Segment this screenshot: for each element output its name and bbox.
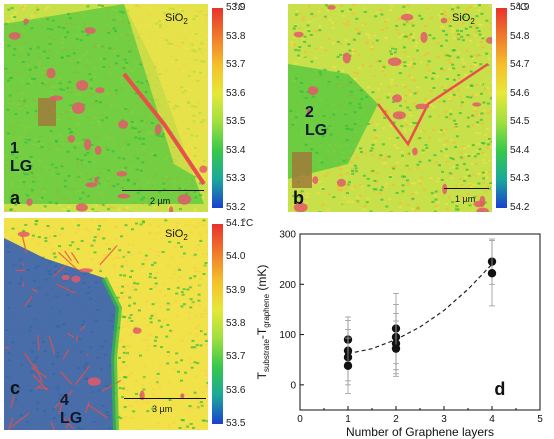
colorbar-tick-a: 53.5: [226, 116, 246, 128]
chart-d: 0 1 2 3 4 5 0 100 200 300 Number of Graphene layer…: [255, 230, 543, 439]
colorbar-tick-a: 53.2: [226, 202, 246, 213]
x-tick-label: 1: [345, 414, 351, 425]
colorbar-tick-a: 53.4: [226, 144, 246, 156]
colorbar-tick-b: 54.2: [510, 202, 530, 213]
panel-letter-d: d: [494, 379, 505, 399]
x-tick-label: 3: [441, 414, 447, 425]
colorbar-tick-b: 54.5: [510, 116, 530, 128]
scale-bar-c: [124, 398, 206, 399]
panel-letter-c: c: [10, 378, 21, 398]
thermal-map-a: [4, 4, 208, 212]
colorbar-tick-a: 53.3: [226, 173, 246, 185]
colorbar-tick-a: 53.7: [226, 59, 246, 71]
thermal-map-b: [288, 4, 492, 212]
colorbar-a: [212, 8, 223, 208]
colorbar-tick-b: 54.9: [510, 2, 530, 13]
scale-bar-label-a: 2 µm: [150, 196, 171, 206]
colorbar-tick-b: 54.6: [510, 87, 530, 99]
colorbar-tick-c: 54.1: [226, 218, 246, 229]
panel-letter-a: a: [10, 188, 21, 208]
scale-bar-a: [122, 190, 204, 191]
colorbar-tick-b: 54.3: [510, 173, 530, 185]
scale-bar-label-c: 3 µm: [152, 404, 173, 414]
x-tick-label: 0: [297, 414, 303, 425]
substrate-label-c: SiO2: [165, 228, 188, 243]
substrate-label-b: SiO2: [452, 12, 475, 27]
colorbar-tick-b: 54.7: [510, 59, 530, 71]
y-tick-label: 300: [279, 230, 296, 241]
colorbar-tick-c: 53.7: [226, 351, 246, 363]
colorbar-tick-a: 53.8: [226, 30, 246, 42]
y-tick-label: 0: [290, 380, 296, 391]
colorbar-tick-c: 54.0: [226, 251, 246, 263]
colorbar-tick-c: 53.8: [226, 318, 246, 329]
colorbar-unit-b: °C: [516, 2, 528, 13]
y-tick-label: 200: [279, 280, 296, 291]
substrate-label-a: SiO2: [165, 12, 188, 27]
colorbar-tick-c: 53.9: [226, 284, 246, 296]
colorbar-c: [212, 224, 223, 424]
data-point: [391, 344, 401, 353]
colorbar-tick-c: 53.6: [226, 384, 246, 396]
x-axis-label: Number of Graphene layers: [346, 425, 494, 439]
colorbar-b: [496, 8, 507, 208]
colorbar-unit-c: °C: [242, 218, 254, 229]
layer-label-b: 2 LG: [305, 104, 328, 139]
scale-bar-label-b: 1 µm: [455, 194, 476, 204]
y-tick-label: 100: [279, 330, 296, 341]
colorbar-tick-c: 53.5: [226, 418, 246, 429]
panel-letter-b: b: [293, 188, 304, 208]
colorbar-tick-a: 53.9: [226, 2, 246, 13]
colorbar-tick-b: 54.4: [510, 144, 530, 156]
layer-label-c: 4 LG: [60, 392, 83, 427]
x-tick-label: 2: [393, 414, 399, 425]
data-point: [487, 269, 497, 278]
colorbar-tick-a: 53.6: [226, 87, 246, 99]
data-point: [343, 361, 353, 370]
scale-bar-b: [444, 188, 489, 189]
fit-curve: [347, 263, 493, 355]
thermal-map-c: [4, 218, 208, 430]
layer-label-a: 1 LG: [10, 140, 33, 175]
y-axis-label: Tsubstrate-Tgraphene (mK): [255, 265, 271, 380]
x-tick-label: 5: [537, 414, 543, 425]
x-tick-label: 4: [489, 414, 495, 425]
colorbar-unit-a: °C: [234, 2, 246, 13]
colorbar-tick-b: 54.8: [510, 30, 530, 42]
